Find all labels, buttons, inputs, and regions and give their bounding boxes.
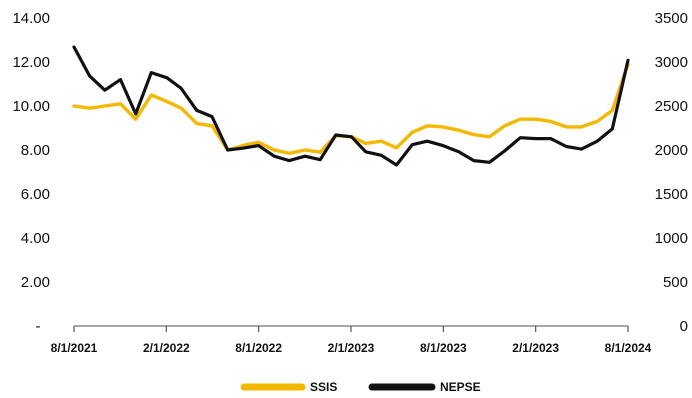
- x-tick-label: 2/1/2023: [512, 341, 559, 355]
- right-tick-label: 3000: [655, 54, 688, 71]
- right-tick-label: 500: [663, 274, 688, 291]
- left-tick-label: 2.00: [21, 274, 50, 291]
- x-tick-label: 8/1/2022: [235, 341, 282, 355]
- series-line-nepse: [72, 45, 630, 167]
- legend-label-nepse: NEPSE: [440, 380, 481, 394]
- left-tick-label: 10.00: [12, 98, 50, 115]
- x-axis: 8/1/2021 2/1/2022 8/1/2022 2/1/2023 8/1/2023…: [51, 325, 652, 355]
- legend: SSIS NEPSE: [240, 380, 481, 394]
- right-tick-label: 3500: [655, 10, 688, 27]
- left-tick-label: 4.00: [21, 230, 50, 247]
- right-tick-label: 2500: [655, 98, 688, 115]
- x-tick-label: 8/1/2024: [605, 341, 652, 355]
- right-tick-label: 1000: [655, 230, 688, 247]
- left-axis-ticks: - 2.00 4.00 6.00 8.00 10.00 12.00 14.00: [12, 10, 50, 335]
- right-tick-label: 1500: [655, 186, 688, 203]
- right-axis-ticks: 0 500 1000 1500 2000 2500 3000 3500: [655, 10, 688, 335]
- legend-label-ssis: SSIS: [310, 380, 337, 394]
- right-tick-label: 0: [680, 318, 688, 335]
- left-tick-label: 14.00: [12, 10, 50, 27]
- left-tick-label: 6.00: [21, 186, 50, 203]
- right-tick-label: 2000: [655, 142, 688, 159]
- x-tick-label: 2/1/2023: [328, 341, 375, 355]
- x-tick-label: 8/1/2021: [51, 341, 98, 355]
- x-tick-label: 2/1/2022: [143, 341, 190, 355]
- left-tick-label: 12.00: [12, 54, 50, 71]
- series-layer: [72, 45, 630, 167]
- x-tick-label: 8/1/2023: [420, 341, 467, 355]
- left-tick-label: -: [36, 318, 41, 335]
- left-tick-label: 8.00: [21, 142, 50, 159]
